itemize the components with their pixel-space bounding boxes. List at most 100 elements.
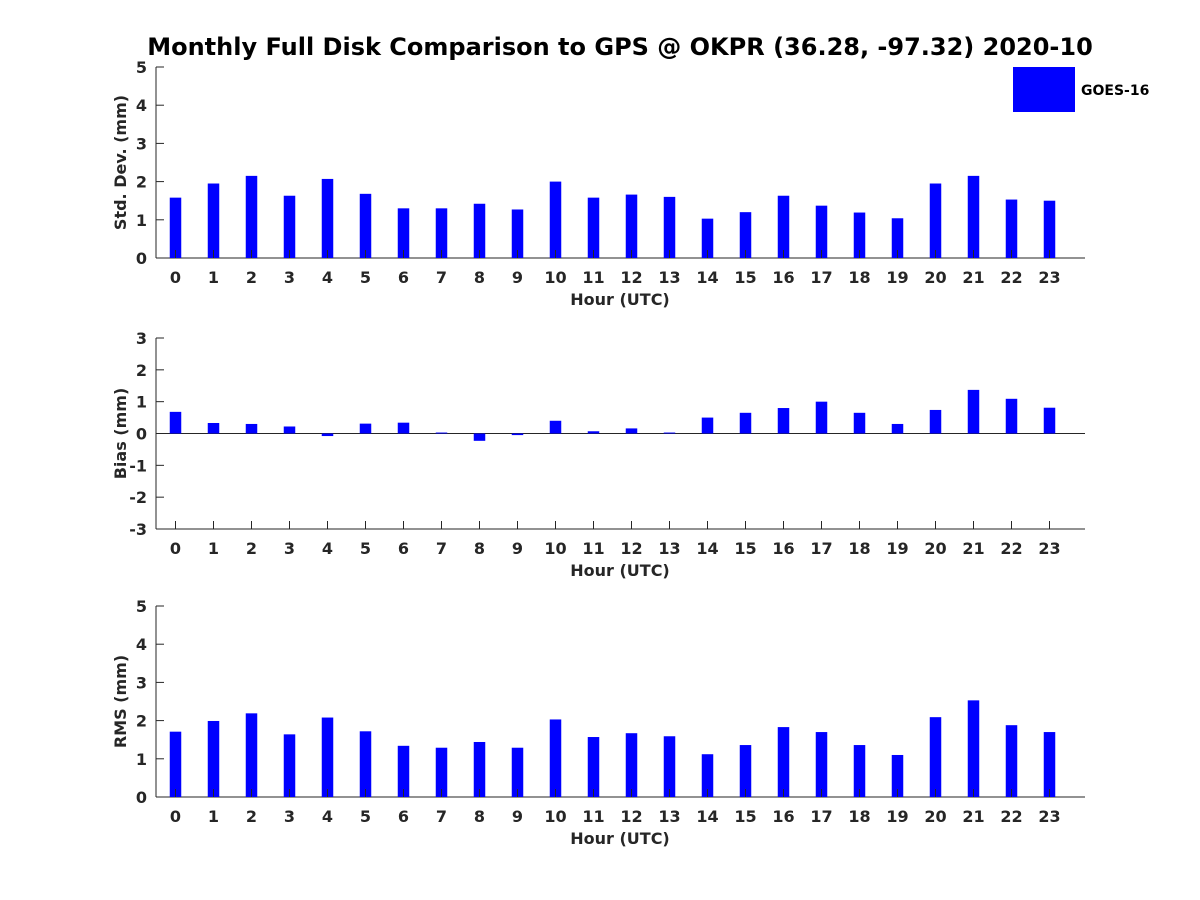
bias-x-tick-label: 19 bbox=[886, 539, 908, 558]
stddev-bar bbox=[853, 212, 866, 258]
rms-bar bbox=[663, 736, 676, 797]
bias-bar bbox=[169, 411, 182, 434]
bias-bar bbox=[435, 432, 448, 434]
stddev-bar bbox=[739, 212, 752, 258]
stddev-bar bbox=[929, 183, 942, 258]
bias-bar bbox=[929, 409, 942, 434]
rms-x-tick-label: 7 bbox=[436, 807, 447, 826]
stddev-bar bbox=[891, 218, 904, 258]
rms-x-tick-label: 8 bbox=[474, 807, 485, 826]
bias-bar bbox=[701, 417, 714, 434]
bias-x-tick-label: 8 bbox=[474, 539, 485, 558]
legend-swatch bbox=[1013, 67, 1075, 112]
stddev-x-tick-label: 3 bbox=[284, 268, 295, 287]
rms-bar bbox=[549, 719, 562, 797]
rms-x-tick-label: 12 bbox=[620, 807, 642, 826]
bias-bar bbox=[397, 422, 410, 434]
stddev-y-tick-label: 2 bbox=[136, 173, 147, 192]
bias-y-tick-label: 1 bbox=[136, 393, 147, 412]
rms-bar bbox=[891, 754, 904, 797]
rms-bar bbox=[587, 737, 600, 797]
rms-x-tick-label: 17 bbox=[810, 807, 832, 826]
rms-x-tick-label: 15 bbox=[734, 807, 756, 826]
bias-x-tick-label: 4 bbox=[322, 539, 333, 558]
stddev-bar bbox=[473, 203, 486, 258]
rms-bar bbox=[245, 713, 258, 797]
bias-x-axis-label: Hour (UTC) bbox=[570, 561, 670, 580]
rms-x-tick-label: 11 bbox=[582, 807, 604, 826]
rms-x-tick-label: 10 bbox=[544, 807, 566, 826]
stddev-x-tick-label: 0 bbox=[170, 268, 181, 287]
stddev-x-tick-label: 18 bbox=[848, 268, 870, 287]
rms-bar bbox=[511, 747, 524, 797]
bias-x-tick-label: 17 bbox=[810, 539, 832, 558]
bias-x-tick-label: 6 bbox=[398, 539, 409, 558]
stddev-y-axis-label: Std. Dev. (mm) bbox=[111, 95, 130, 230]
rms-x-tick-label: 21 bbox=[962, 807, 984, 826]
bias-x-tick-label: 7 bbox=[436, 539, 447, 558]
rms-bar bbox=[967, 700, 980, 797]
rms-x-tick-label: 9 bbox=[512, 807, 523, 826]
rms-y-tick-label: 4 bbox=[136, 635, 147, 654]
bias-x-tick-label: 12 bbox=[620, 539, 642, 558]
rms-bar bbox=[701, 754, 714, 797]
rms-bar bbox=[207, 720, 220, 797]
bias-y-tick-label: 2 bbox=[136, 361, 147, 380]
bias-bar bbox=[1043, 407, 1056, 434]
stddev-bar bbox=[169, 197, 182, 258]
stddev-x-tick-label: 5 bbox=[360, 268, 371, 287]
bias-y-tick-label: 0 bbox=[136, 425, 147, 444]
rms-bar bbox=[1005, 725, 1018, 797]
bias-bar bbox=[891, 423, 904, 434]
rms-y-tick-label: 0 bbox=[136, 788, 147, 807]
rms-x-tick-label: 22 bbox=[1000, 807, 1022, 826]
rms-x-tick-label: 19 bbox=[886, 807, 908, 826]
bias-bar bbox=[853, 412, 866, 434]
bias-x-tick-label: 23 bbox=[1038, 539, 1060, 558]
stddev-x-tick-label: 14 bbox=[696, 268, 718, 287]
stddev-y-tick-label: 1 bbox=[136, 211, 147, 230]
rms-bar bbox=[397, 745, 410, 797]
stddev-x-axis-label: Hour (UTC) bbox=[570, 290, 670, 309]
rms-bar bbox=[283, 734, 296, 797]
bias-x-tick-label: 11 bbox=[582, 539, 604, 558]
chart-title: Monthly Full Disk Comparison to GPS @ OK… bbox=[147, 33, 1093, 61]
rms-x-tick-label: 18 bbox=[848, 807, 870, 826]
bias-bar bbox=[1005, 398, 1018, 434]
rms-y-tick-label: 1 bbox=[136, 750, 147, 769]
bias-x-tick-label: 9 bbox=[512, 539, 523, 558]
stddev-bar bbox=[207, 183, 220, 258]
rms-x-tick-label: 23 bbox=[1038, 807, 1060, 826]
stddev-x-tick-label: 22 bbox=[1000, 268, 1022, 287]
stddev-bar bbox=[777, 195, 790, 258]
rms-x-tick-label: 13 bbox=[658, 807, 680, 826]
rms-x-tick-label: 16 bbox=[772, 807, 794, 826]
stddev-bar bbox=[587, 197, 600, 258]
rms-bar bbox=[473, 741, 486, 797]
bias-x-tick-label: 15 bbox=[734, 539, 756, 558]
rms-bar bbox=[853, 745, 866, 797]
bias-bar bbox=[511, 433, 524, 436]
bias-x-tick-label: 0 bbox=[170, 539, 181, 558]
rms-y-axis-label: RMS (mm) bbox=[111, 655, 130, 748]
stddev-x-tick-label: 11 bbox=[582, 268, 604, 287]
rms-bar bbox=[815, 732, 828, 797]
stddev-x-tick-label: 6 bbox=[398, 268, 409, 287]
stddev-x-tick-label: 1 bbox=[208, 268, 219, 287]
bias-bar bbox=[321, 433, 334, 437]
bias-x-tick-label: 20 bbox=[924, 539, 946, 558]
stddev-y-tick-label: 3 bbox=[136, 134, 147, 153]
bias-bar bbox=[207, 422, 220, 434]
stddev-x-tick-label: 2 bbox=[246, 268, 257, 287]
bias-y-tick-label: -1 bbox=[129, 456, 147, 475]
stddev-x-tick-label: 20 bbox=[924, 268, 946, 287]
stddev-x-tick-label: 17 bbox=[810, 268, 832, 287]
stddev-x-tick-label: 15 bbox=[734, 268, 756, 287]
bias-y-tick-label: -3 bbox=[129, 520, 147, 539]
stddev-bar bbox=[549, 181, 562, 258]
bias-y-tick-label: 3 bbox=[136, 329, 147, 348]
rms-y-tick-label: 2 bbox=[136, 712, 147, 731]
stddev-x-tick-label: 13 bbox=[658, 268, 680, 287]
